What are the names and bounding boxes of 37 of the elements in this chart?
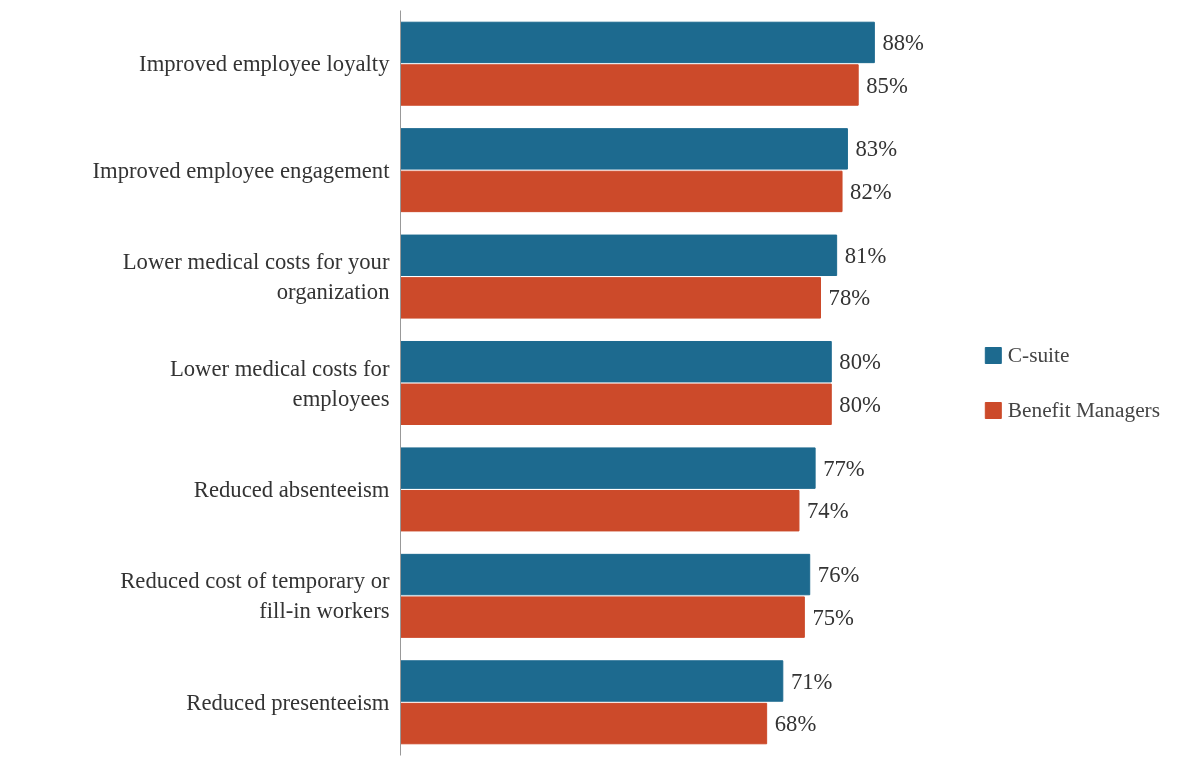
bar: [400, 383, 832, 426]
data-label: 68%: [774, 711, 817, 737]
bar: [400, 170, 843, 213]
data-label: 83%: [855, 136, 898, 162]
data-label: 74%: [807, 498, 849, 524]
y-tick-label: Lower medical costs for your organization: [122, 249, 390, 305]
data-label: 78%: [828, 285, 871, 311]
data-label: 88%: [882, 29, 925, 55]
bar: [400, 447, 816, 489]
bar: [400, 128, 848, 170]
y-tick-label: Lower medical costs for employees: [169, 355, 390, 411]
bar: [400, 340, 832, 383]
bar: [400, 64, 859, 106]
bar: [400, 660, 784, 702]
bar: [400, 596, 805, 638]
y-tick-label: Improved employee loyalty: [139, 51, 391, 77]
legend-label: C-suite: [1007, 342, 1071, 368]
data-label: 77%: [823, 455, 865, 481]
y-tick-label: Improved employee engagement: [92, 157, 391, 183]
bar: [400, 234, 838, 277]
y-tick-label: Reduced absenteeism: [193, 476, 390, 502]
bar: [400, 553, 811, 596]
bar: [400, 21, 875, 64]
bar: [400, 702, 768, 745]
data-label: 81%: [844, 242, 887, 268]
data-label: 85%: [866, 72, 908, 98]
legend-label: Benefit Managers: [1007, 397, 1160, 423]
bar: [400, 489, 800, 532]
data-label: 71%: [790, 668, 833, 694]
data-label: 75%: [812, 604, 855, 630]
y-tick-label: Reduced presenteeism: [186, 689, 390, 715]
y-tick-label: Reduced cost of temporary or fill-in workers: [120, 568, 390, 624]
data-label: 76%: [817, 562, 860, 588]
data-label: 80%: [839, 349, 881, 375]
bar: [400, 277, 821, 319]
data-label: 80%: [839, 391, 881, 417]
data-label: 82%: [850, 178, 892, 204]
